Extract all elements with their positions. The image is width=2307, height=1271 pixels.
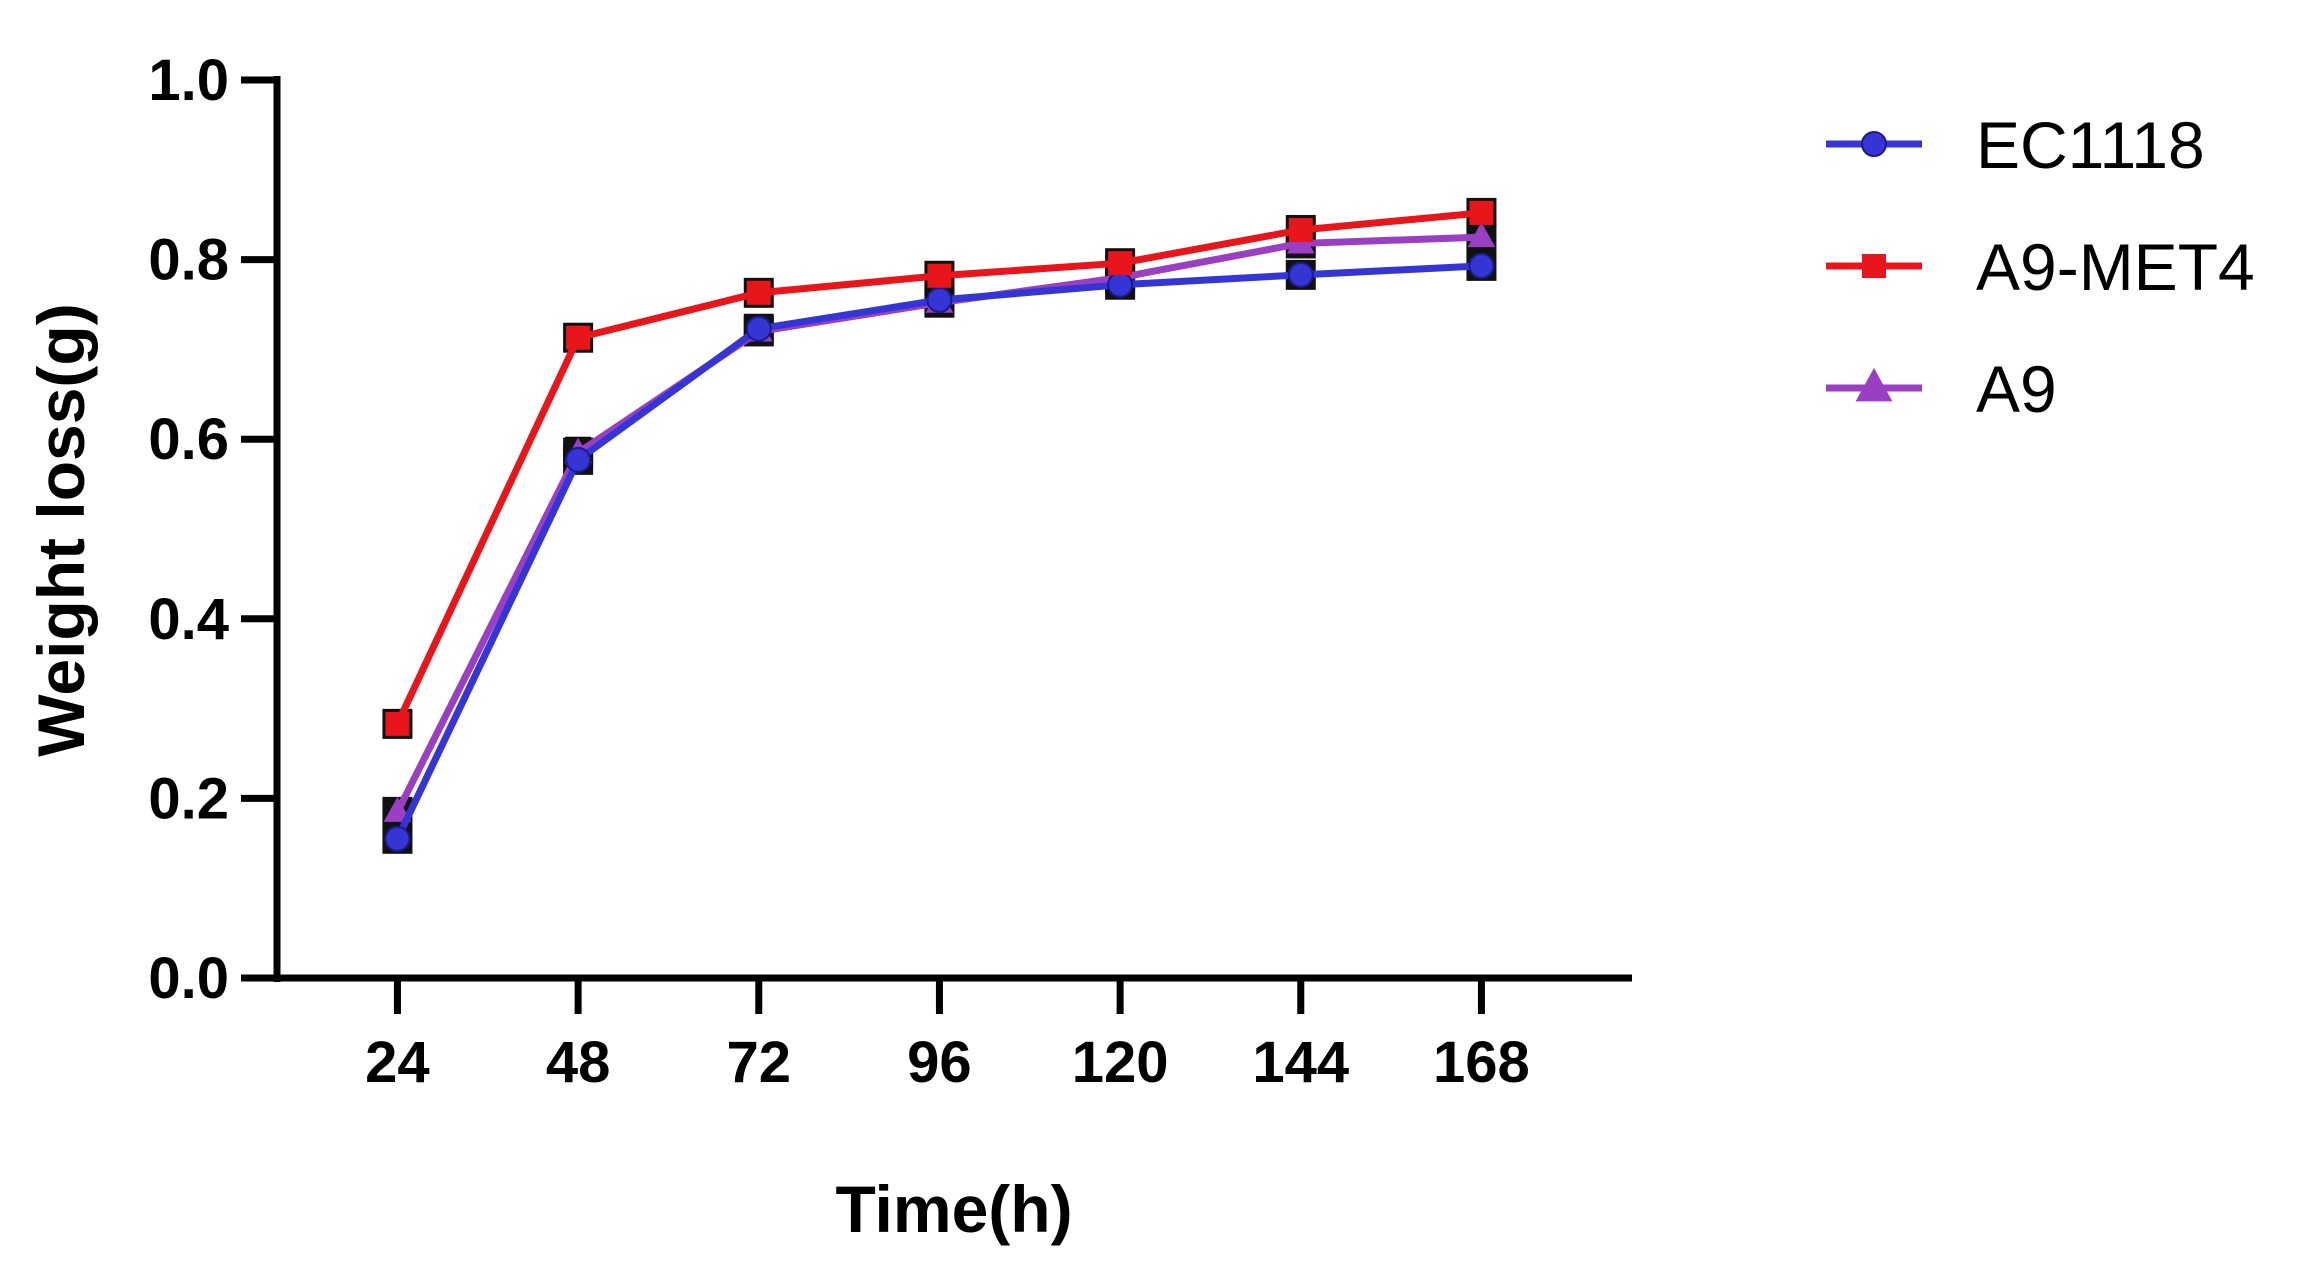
a9-met4-data-point [566, 325, 591, 350]
x-tick-label: 96 [907, 1030, 972, 1095]
a9-data-point [1467, 222, 1496, 248]
a9-met4-data-point [927, 263, 952, 288]
ticks-layer: 0.0 0.2 0.4 0.6 0.8 1.0 24 48 72 96 120 144 168 [148, 48, 1529, 1095]
y-tick-label: 0.2 [148, 766, 229, 831]
series-layer [382, 197, 1497, 854]
y-tick-label: 0.4 [148, 587, 229, 652]
axes-layer [273, 76, 1632, 982]
a9-met4-data-point [746, 280, 771, 305]
x-tick-label: 72 [727, 1030, 792, 1095]
ec1118-data-point [926, 287, 953, 314]
a9-data-point [383, 796, 412, 822]
x-tick-label: 48 [546, 1030, 611, 1095]
ec1118-data-point [745, 315, 772, 342]
y-tick-label: 0.6 [148, 407, 229, 472]
ec1118-data-point [1287, 261, 1314, 288]
x-tick-label: 168 [1433, 1030, 1530, 1095]
x-axis-title: Time(h) [835, 1172, 1072, 1246]
ec1118-data-point [1468, 252, 1495, 279]
a9-met4-data-point [1288, 217, 1313, 242]
y-axis-title: Weight loss(g) [24, 303, 98, 756]
a9-met4-data-point [1469, 200, 1494, 225]
y-tick-label: 0.0 [148, 946, 229, 1011]
x-tick-label: 120 [1072, 1030, 1169, 1095]
ec1118-data-point [384, 825, 411, 852]
legend-label-a9-met4: A9-MET4 [1976, 230, 2255, 304]
ec1118-data-point [565, 446, 592, 473]
a9-series-line [394, 233, 1482, 814]
ec1118-series-line [394, 262, 1482, 841]
a9-met4-data-point [1108, 251, 1133, 276]
x-tick-label: 24 [365, 1030, 430, 1095]
x-tick-label: 144 [1252, 1030, 1349, 1095]
legend: EC1118 A9-MET4 A9 [1826, 108, 2255, 426]
legend-label-a9: A9 [1976, 352, 2057, 426]
ec1118-data-point [1107, 271, 1134, 298]
y-tick-label: 1.0 [148, 48, 229, 113]
a9-met4-data-point [385, 711, 410, 736]
y-tick-label: 0.8 [148, 228, 229, 293]
legend-marker-a9 [1855, 367, 1893, 402]
legend-marker-a9-met4 [1862, 254, 1886, 278]
legend-marker-ec1118 [1861, 131, 1887, 157]
legend-label-ec1118: EC1118 [1976, 108, 2205, 182]
